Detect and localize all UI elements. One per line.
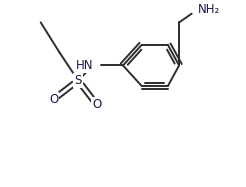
Text: O: O bbox=[49, 93, 59, 106]
Text: O: O bbox=[92, 98, 101, 111]
Text: HN: HN bbox=[76, 59, 93, 72]
Text: NH₂: NH₂ bbox=[198, 3, 220, 16]
Text: S: S bbox=[75, 74, 82, 87]
